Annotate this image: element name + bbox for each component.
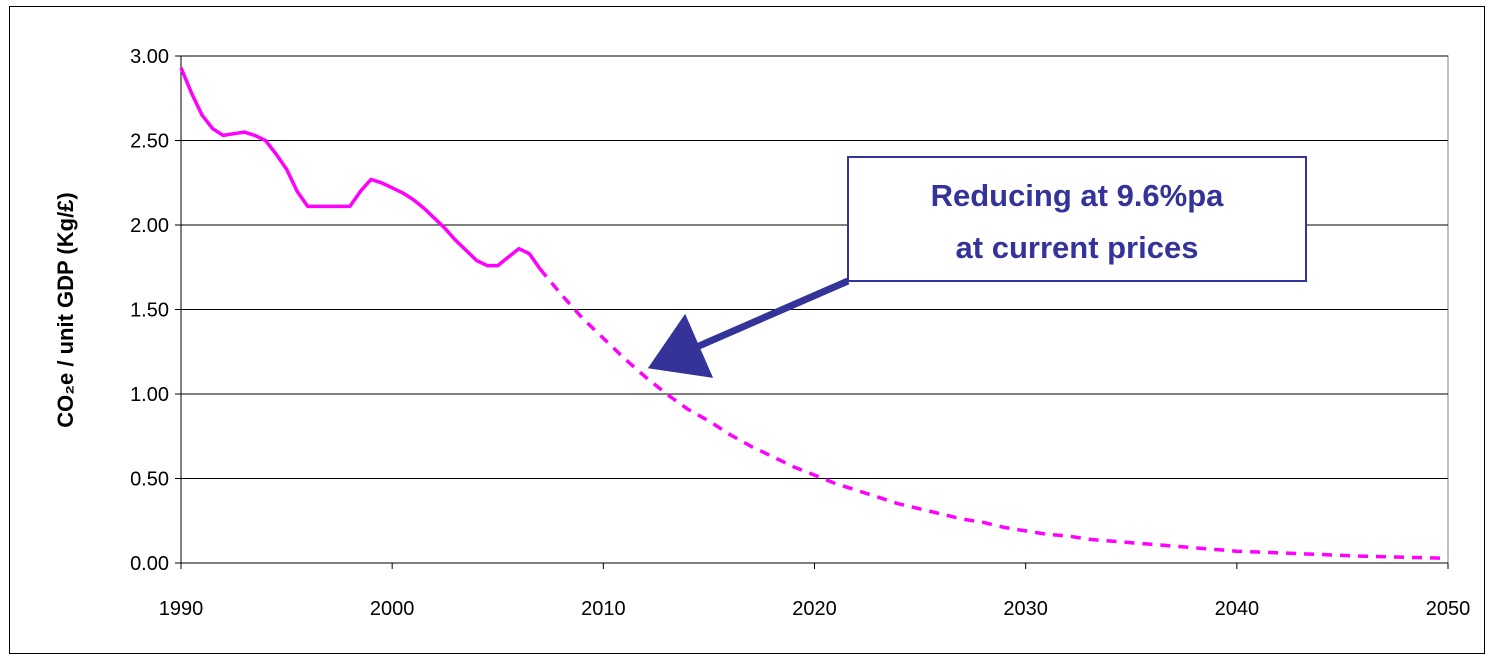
y-tick-label: 2.50 (130, 131, 169, 153)
y-tick-label: 3.00 (130, 46, 169, 68)
x-tick-label: 2020 (792, 598, 837, 620)
x-tick-label: 2050 (1426, 598, 1471, 620)
y-tick-label: 1.50 (130, 300, 169, 322)
y-tick-label: 0.50 (130, 469, 169, 491)
y-tick-label: 2.00 (130, 215, 169, 237)
callout-line-1: Reducing at 9.6%pa (931, 178, 1225, 213)
x-tick-label: 1990 (159, 598, 204, 620)
series-line-solid (179, 67, 542, 270)
x-tick-label: 2030 (1003, 598, 1048, 620)
callout-annotation: Reducing at 9.6%pa at current prices (647, 156, 1307, 378)
x-tick-label: 2000 (370, 598, 415, 620)
x-tick-label: 2010 (581, 598, 626, 620)
callout-arrow (647, 277, 850, 378)
y-axis-label: CO₂e / unit GDP (Kg/£) (53, 192, 78, 428)
callout-box (847, 156, 1307, 282)
y-tick-label: 1.00 (130, 384, 169, 406)
x-tick-label: 2040 (1215, 598, 1260, 620)
callout-line-2: at current prices (956, 230, 1199, 265)
x-axis-tick-labels: 1990 2000 2010 2020 2030 2040 2050 (159, 563, 1471, 620)
y-tick-label: 0.00 (130, 553, 169, 575)
series-layer (179, 67, 1449, 561)
y-axis-tick-labels: 0.00 0.50 1.00 1.50 2.00 2.50 3.00 (130, 46, 181, 575)
